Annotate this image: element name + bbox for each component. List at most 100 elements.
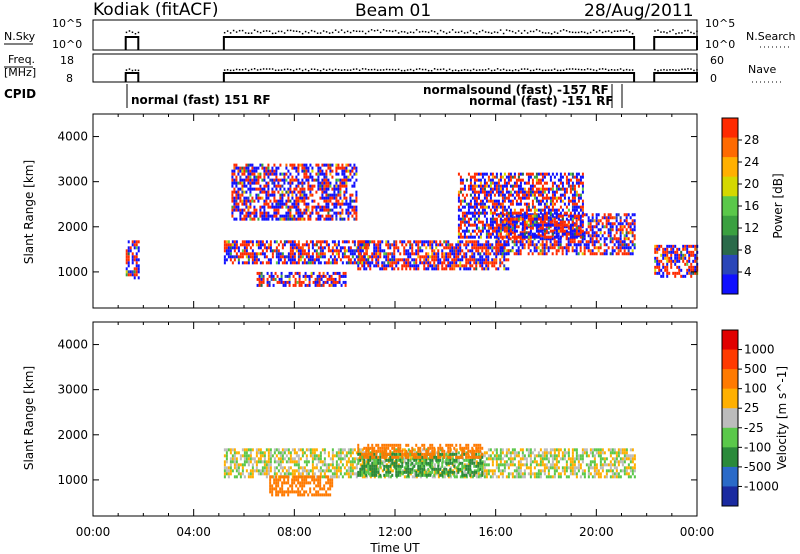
velocity-echo-cell	[297, 448, 300, 452]
velocity-echo-cell	[455, 451, 458, 455]
power_db-echo-cell	[656, 262, 659, 266]
y-tick-label: 3000	[57, 175, 88, 189]
power_db-echo-cell	[461, 187, 464, 191]
power_db-echo-cell	[471, 214, 474, 218]
power_db-echo-cell	[375, 258, 378, 262]
power_db-echo-cell	[245, 211, 248, 215]
velocity-echo-cell	[239, 454, 242, 458]
power_db-echo-cell	[309, 172, 312, 176]
power_db-echo-cell	[545, 240, 548, 244]
power_db-echo-cell	[223, 258, 226, 262]
power_db-echo-cell	[577, 184, 580, 188]
power_db-echo-cell	[337, 178, 340, 182]
beam-title: Beam 01	[355, 1, 431, 21]
power_db-echo-cell	[259, 240, 262, 244]
power_db-echo-cell	[375, 252, 378, 256]
nave-point	[307, 69, 310, 72]
nave-point	[541, 69, 544, 72]
velocity-echo-cell	[501, 463, 504, 467]
power_db-echo-cell	[251, 172, 254, 176]
power_db-echo-cell	[127, 273, 130, 277]
power_db-echo-cell	[323, 252, 326, 256]
power_db-echo-cell	[389, 261, 392, 265]
power_db-echo-cell	[688, 259, 691, 263]
power_db-echo-cell	[327, 246, 330, 250]
power_db-echo-cell	[539, 202, 542, 206]
power_db-echo-cell	[256, 277, 259, 281]
velocity-echo-cell	[419, 451, 422, 455]
power_db-echo-cell	[269, 258, 272, 262]
power_db-echo-cell	[491, 223, 494, 227]
power_db-echo-cell	[297, 202, 300, 206]
velocity-echo-cell	[485, 469, 488, 473]
velocity-echo-cell	[321, 469, 324, 473]
power_db-echo-cell	[307, 217, 310, 221]
power_db-echo-cell	[243, 190, 246, 194]
power_db-echo-cell	[611, 249, 614, 253]
power_db-echo-cell	[251, 178, 254, 182]
power_db-echo-cell	[545, 217, 548, 221]
power_db-echo-cell	[471, 184, 474, 188]
nave-point	[625, 68, 628, 71]
velocity-echo-cell	[265, 469, 268, 473]
velocity-echo-cell	[507, 466, 510, 470]
power_db-echo-cell	[461, 229, 464, 233]
nave-point	[481, 69, 484, 71]
nsearch-point	[672, 29, 674, 31]
power_db-echo-cell	[279, 258, 282, 262]
power_db-echo-cell	[493, 226, 496, 230]
power_db-echo-cell	[479, 232, 482, 236]
power_db-echo-cell	[427, 258, 430, 262]
power_db-echo-cell	[273, 205, 276, 209]
power_db-echo-cell	[551, 234, 554, 238]
velocity-echo-cell	[229, 451, 232, 455]
nave-point	[508, 69, 511, 71]
power_db-echo-cell	[557, 246, 560, 250]
nave-point	[340, 69, 343, 71]
power_db-echo-cell	[459, 217, 462, 221]
power_db-echo-cell	[617, 237, 620, 241]
velocity-echo-cell	[511, 451, 514, 455]
power_db-echo-cell	[515, 240, 518, 244]
power_db-echo-cell	[298, 283, 301, 287]
power_db-echo-cell	[341, 172, 344, 176]
power_db-echo-cell	[507, 220, 510, 224]
power_db-echo-cell	[497, 237, 500, 241]
velocity-echo-cell	[543, 466, 546, 470]
power_db-echo-cell	[563, 213, 566, 217]
power_db-echo-cell	[672, 247, 675, 251]
velocity-echo-cell	[513, 457, 516, 461]
power_db-echo-cell	[312, 271, 315, 275]
power_db-echo-cell	[487, 235, 490, 239]
power_db-echo-cell	[347, 240, 350, 244]
power_db-echo-cell	[543, 249, 546, 253]
power_db-echo-cell	[133, 270, 136, 274]
power_db-echo-cell	[239, 243, 242, 247]
power_db-echo-cell	[288, 280, 291, 284]
power_db-echo-cell	[694, 256, 697, 260]
velocity-echo-cell	[249, 475, 252, 479]
velocity-echo-cell	[263, 466, 266, 470]
power_db-echo-cell	[283, 172, 286, 176]
velocity-echo-cell	[289, 472, 292, 476]
velocity-echo-cell	[463, 463, 466, 467]
power_db-echo-cell	[543, 187, 546, 191]
power_db-echo-cell	[529, 220, 532, 224]
velocity-echo-cell	[319, 454, 322, 458]
power_db-echo-cell	[233, 196, 236, 200]
power_db-echo-cell	[241, 261, 244, 265]
power_db-echo-cell	[557, 249, 560, 253]
power_db-echo-cell	[223, 249, 226, 253]
power_db-echo-cell	[575, 205, 578, 209]
power_db-echo-cell	[269, 249, 272, 253]
velocity-echo-cell	[489, 457, 492, 461]
power_db-echo-cell	[521, 223, 524, 227]
power_db-echo-cell	[471, 252, 474, 256]
velocity-echo-cell	[275, 448, 278, 452]
power_db-echo-cell	[497, 178, 500, 182]
velocity-echo-cell	[283, 448, 286, 452]
power_db-echo-cell	[395, 264, 398, 268]
nave-point	[394, 69, 397, 71]
power_db-echo-cell	[513, 184, 516, 188]
